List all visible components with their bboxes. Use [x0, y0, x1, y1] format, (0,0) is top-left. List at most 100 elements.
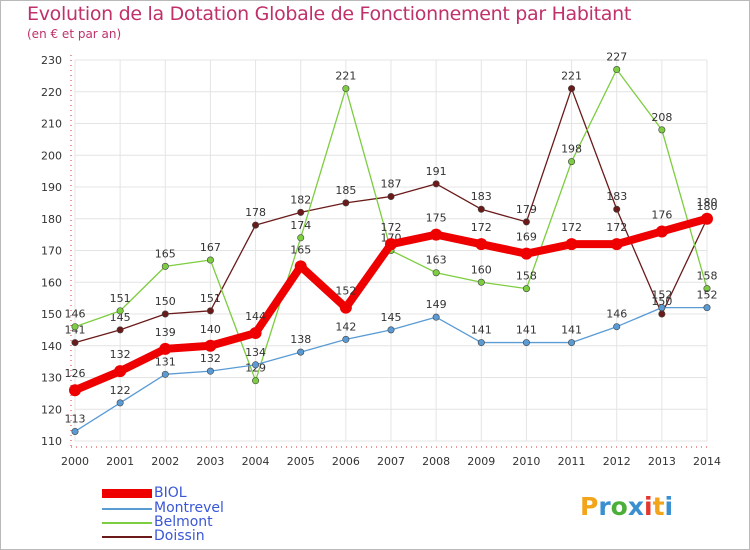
data-point — [658, 310, 666, 318]
data-label: 141 — [561, 324, 582, 337]
y-tick-label: 140 — [41, 340, 62, 353]
data-point — [385, 238, 397, 251]
chart-subtitle: (en € et par an) — [27, 27, 122, 41]
data-label: 165 — [155, 247, 176, 260]
data-point — [613, 66, 621, 74]
data-point — [161, 262, 169, 270]
data-label: 150 — [651, 295, 672, 308]
data-point — [432, 269, 440, 277]
data-label: 227 — [606, 51, 627, 64]
data-label: 175 — [426, 212, 447, 225]
x-tick-label: 2009 — [467, 455, 495, 468]
data-point — [159, 342, 172, 355]
data-label: 180 — [697, 196, 718, 209]
data-point — [522, 285, 530, 293]
y-tick-label: 210 — [41, 118, 62, 131]
data-label: 134 — [245, 346, 266, 359]
data-label: 179 — [516, 203, 537, 216]
y-tick-label: 220 — [41, 86, 62, 99]
legend-swatch-doissin — [102, 536, 152, 538]
data-label: 142 — [335, 320, 356, 333]
data-point — [522, 218, 530, 226]
data-point — [206, 367, 214, 375]
data-label: 144 — [245, 310, 266, 323]
data-label: 141 — [471, 324, 492, 337]
y-tick-label: 230 — [41, 54, 62, 67]
data-point — [430, 228, 443, 241]
data-point — [204, 339, 217, 352]
data-point — [116, 399, 124, 407]
data-label: 122 — [110, 384, 131, 397]
data-label: 167 — [200, 241, 221, 254]
data-label: 172 — [561, 221, 582, 234]
y-tick-label: 180 — [41, 213, 62, 226]
data-point — [701, 212, 713, 225]
data-point — [71, 339, 79, 347]
data-point — [206, 307, 214, 315]
data-point — [161, 310, 169, 318]
data-label: 126 — [65, 367, 86, 380]
data-point — [252, 221, 260, 229]
data-label: 158 — [697, 270, 718, 283]
y-tick-label: 170 — [41, 245, 62, 258]
data-label: 113 — [65, 412, 86, 425]
x-tick-label: 2006 — [332, 455, 360, 468]
data-point — [71, 323, 79, 331]
data-label: 176 — [651, 208, 672, 221]
data-point — [522, 339, 530, 347]
data-label: 183 — [471, 190, 492, 203]
x-tick-label: 2012 — [603, 455, 631, 468]
data-point — [387, 193, 395, 201]
y-tick-label: 200 — [41, 149, 62, 162]
data-point — [342, 199, 350, 207]
logo-letter-p: P — [580, 492, 599, 521]
legend-label-montrevel: Montrevel — [154, 500, 224, 516]
legend-label-doissin: Doissin — [154, 528, 205, 544]
data-point — [703, 304, 711, 312]
x-tick-label: 2001 — [106, 455, 134, 468]
y-tick-label: 150 — [41, 308, 62, 321]
x-tick-label: 2002 — [151, 455, 179, 468]
logo-letter-o: o — [610, 492, 628, 521]
legend-item-montrevel: Montrevel — [102, 500, 302, 517]
data-label: 221 — [561, 70, 582, 83]
data-point — [339, 301, 352, 314]
data-point — [432, 313, 440, 321]
data-point — [610, 238, 623, 251]
data-point — [116, 326, 124, 334]
data-label: 152 — [697, 289, 718, 302]
x-tick-label: 2008 — [422, 455, 450, 468]
y-tick-label: 160 — [41, 276, 62, 289]
data-label: 145 — [381, 311, 402, 324]
legend-item-biol: BIOL — [102, 485, 302, 502]
data-point — [568, 339, 576, 347]
proxiti-logo: Proxiti — [580, 492, 673, 521]
legend-swatch-belmont — [102, 522, 152, 524]
data-point — [432, 180, 440, 188]
data-point — [297, 208, 305, 216]
data-label: 174 — [290, 219, 311, 232]
data-point — [114, 365, 127, 378]
data-label: 158 — [516, 270, 537, 283]
data-point — [69, 384, 81, 397]
data-point — [477, 205, 485, 213]
data-point — [613, 323, 621, 331]
data-point — [297, 234, 305, 242]
data-label: 152 — [651, 289, 672, 302]
legend-swatch-biol — [102, 489, 152, 498]
logo-letter-i: i — [644, 492, 653, 521]
data-label: 172 — [606, 221, 627, 234]
x-tick-label: 2003 — [196, 455, 224, 468]
data-label: 221 — [335, 70, 356, 83]
data-point — [252, 361, 260, 369]
data-point — [520, 247, 533, 260]
data-label: 198 — [561, 143, 582, 156]
data-point — [387, 326, 395, 334]
data-label: 169 — [516, 231, 537, 244]
data-label: 131 — [155, 355, 176, 368]
data-label: 138 — [290, 333, 311, 346]
legend-label-biol: BIOL — [154, 485, 187, 501]
logo-letter-t: t — [652, 492, 665, 521]
data-point — [565, 238, 578, 251]
